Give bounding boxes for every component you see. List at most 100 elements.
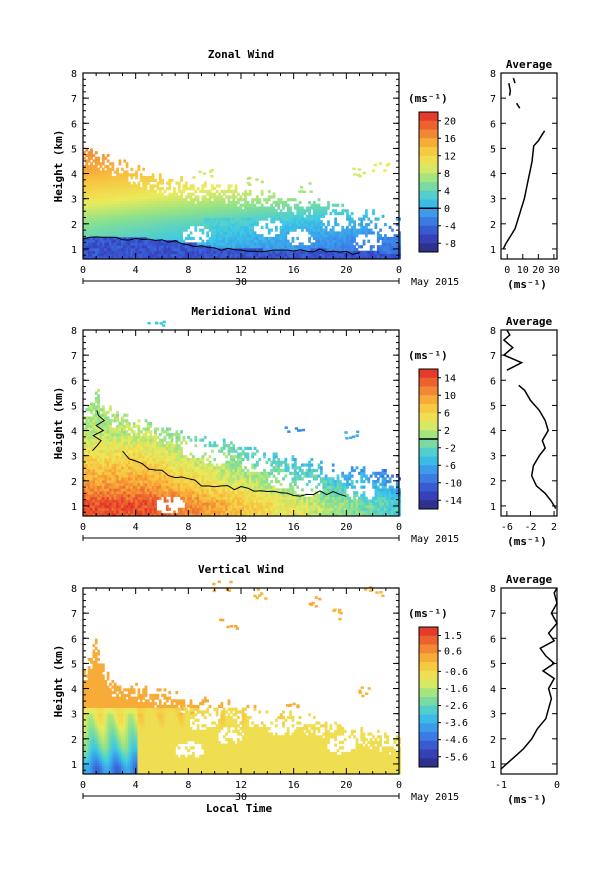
field-cell xyxy=(251,245,255,249)
field-cell xyxy=(170,513,174,517)
field-cell xyxy=(113,228,117,232)
field-cell xyxy=(175,438,179,442)
field-cell xyxy=(225,499,228,503)
field-cell xyxy=(109,173,112,177)
field-cell xyxy=(184,200,188,205)
field-cell xyxy=(173,247,176,252)
field-cell xyxy=(165,504,169,509)
field-cell xyxy=(109,198,112,202)
field-cell xyxy=(229,184,233,188)
field-cell xyxy=(177,469,181,473)
field-cell xyxy=(142,482,146,486)
field-cell xyxy=(92,217,96,221)
field-cell xyxy=(258,212,262,216)
field-cell xyxy=(324,245,328,249)
field-cell xyxy=(101,178,105,182)
field-cell xyxy=(85,455,89,459)
field-cell xyxy=(227,256,231,260)
field-cell xyxy=(168,239,172,243)
field-cell xyxy=(199,228,202,232)
y-tick-label: 7 xyxy=(71,94,77,105)
field-cell xyxy=(246,231,250,235)
field-cell xyxy=(210,502,214,506)
field-cell xyxy=(132,247,136,252)
field-cell xyxy=(218,510,221,514)
field-cell xyxy=(177,195,181,199)
field-cell xyxy=(128,220,131,224)
field-cell xyxy=(94,493,98,498)
field-cell xyxy=(220,510,224,514)
field-cell xyxy=(175,203,179,207)
field-cell xyxy=(116,189,119,194)
field-cell xyxy=(106,452,110,456)
field-cell xyxy=(168,225,172,229)
field-cell xyxy=(177,480,181,484)
field-cell xyxy=(106,444,110,448)
field-cell xyxy=(99,424,103,428)
field-cell xyxy=(106,455,110,459)
field-cell xyxy=(199,242,202,246)
field-cell xyxy=(97,427,100,431)
field-cell xyxy=(151,513,155,517)
field-cell xyxy=(234,214,238,218)
field-cell xyxy=(329,212,333,216)
field-cell xyxy=(135,200,138,205)
field-cell xyxy=(376,245,380,249)
field-cell xyxy=(210,493,214,498)
field-cell xyxy=(113,477,117,481)
field-cell xyxy=(303,245,307,249)
field-cell xyxy=(177,513,181,517)
field-cell xyxy=(90,234,93,238)
field-cell xyxy=(196,485,200,489)
field-cell xyxy=(116,236,119,241)
field-cell xyxy=(253,250,257,254)
field-cell xyxy=(161,231,164,235)
field-cell xyxy=(90,195,93,199)
field-cell xyxy=(101,435,105,439)
field-cell xyxy=(125,184,129,188)
field-cell xyxy=(99,419,103,423)
field-cell xyxy=(165,441,169,445)
field-cell xyxy=(113,236,117,241)
field-cell xyxy=(187,223,191,227)
field-cell xyxy=(116,203,119,207)
field-cell xyxy=(251,200,255,205)
field-cell xyxy=(210,195,214,199)
field-cell xyxy=(85,220,89,224)
field-cell xyxy=(192,510,195,514)
field-cell xyxy=(104,195,108,199)
field-cell xyxy=(225,220,228,224)
field-cell xyxy=(158,460,162,464)
field-cell xyxy=(168,195,172,199)
field-cell xyxy=(128,499,131,503)
field-cell xyxy=(374,253,378,257)
field-cell xyxy=(99,245,103,249)
field-cell xyxy=(137,217,141,221)
field-cell xyxy=(123,173,127,177)
field-cell xyxy=(218,212,221,216)
field-cell xyxy=(237,471,240,475)
field-cell xyxy=(146,223,150,227)
field-cell xyxy=(132,444,136,448)
field-cell xyxy=(151,225,155,229)
field-cell xyxy=(322,253,326,257)
field-cell xyxy=(113,463,117,467)
field-cell xyxy=(94,192,98,196)
field-cell xyxy=(310,256,314,260)
field-cell xyxy=(149,236,153,241)
field-cell xyxy=(132,214,136,218)
field-cell xyxy=(234,212,238,216)
field-cell xyxy=(104,242,108,246)
field-cell xyxy=(210,507,214,511)
field-cell xyxy=(379,236,383,241)
field-cell xyxy=(184,253,188,257)
field-cell xyxy=(215,485,219,489)
field-cell xyxy=(324,250,328,254)
field-cell xyxy=(298,217,302,221)
field-cell xyxy=(125,203,129,207)
field-cell xyxy=(215,189,219,194)
field-cell xyxy=(101,239,105,243)
field-cell xyxy=(116,217,119,221)
field-cell xyxy=(130,176,134,180)
field-cell xyxy=(156,192,160,196)
